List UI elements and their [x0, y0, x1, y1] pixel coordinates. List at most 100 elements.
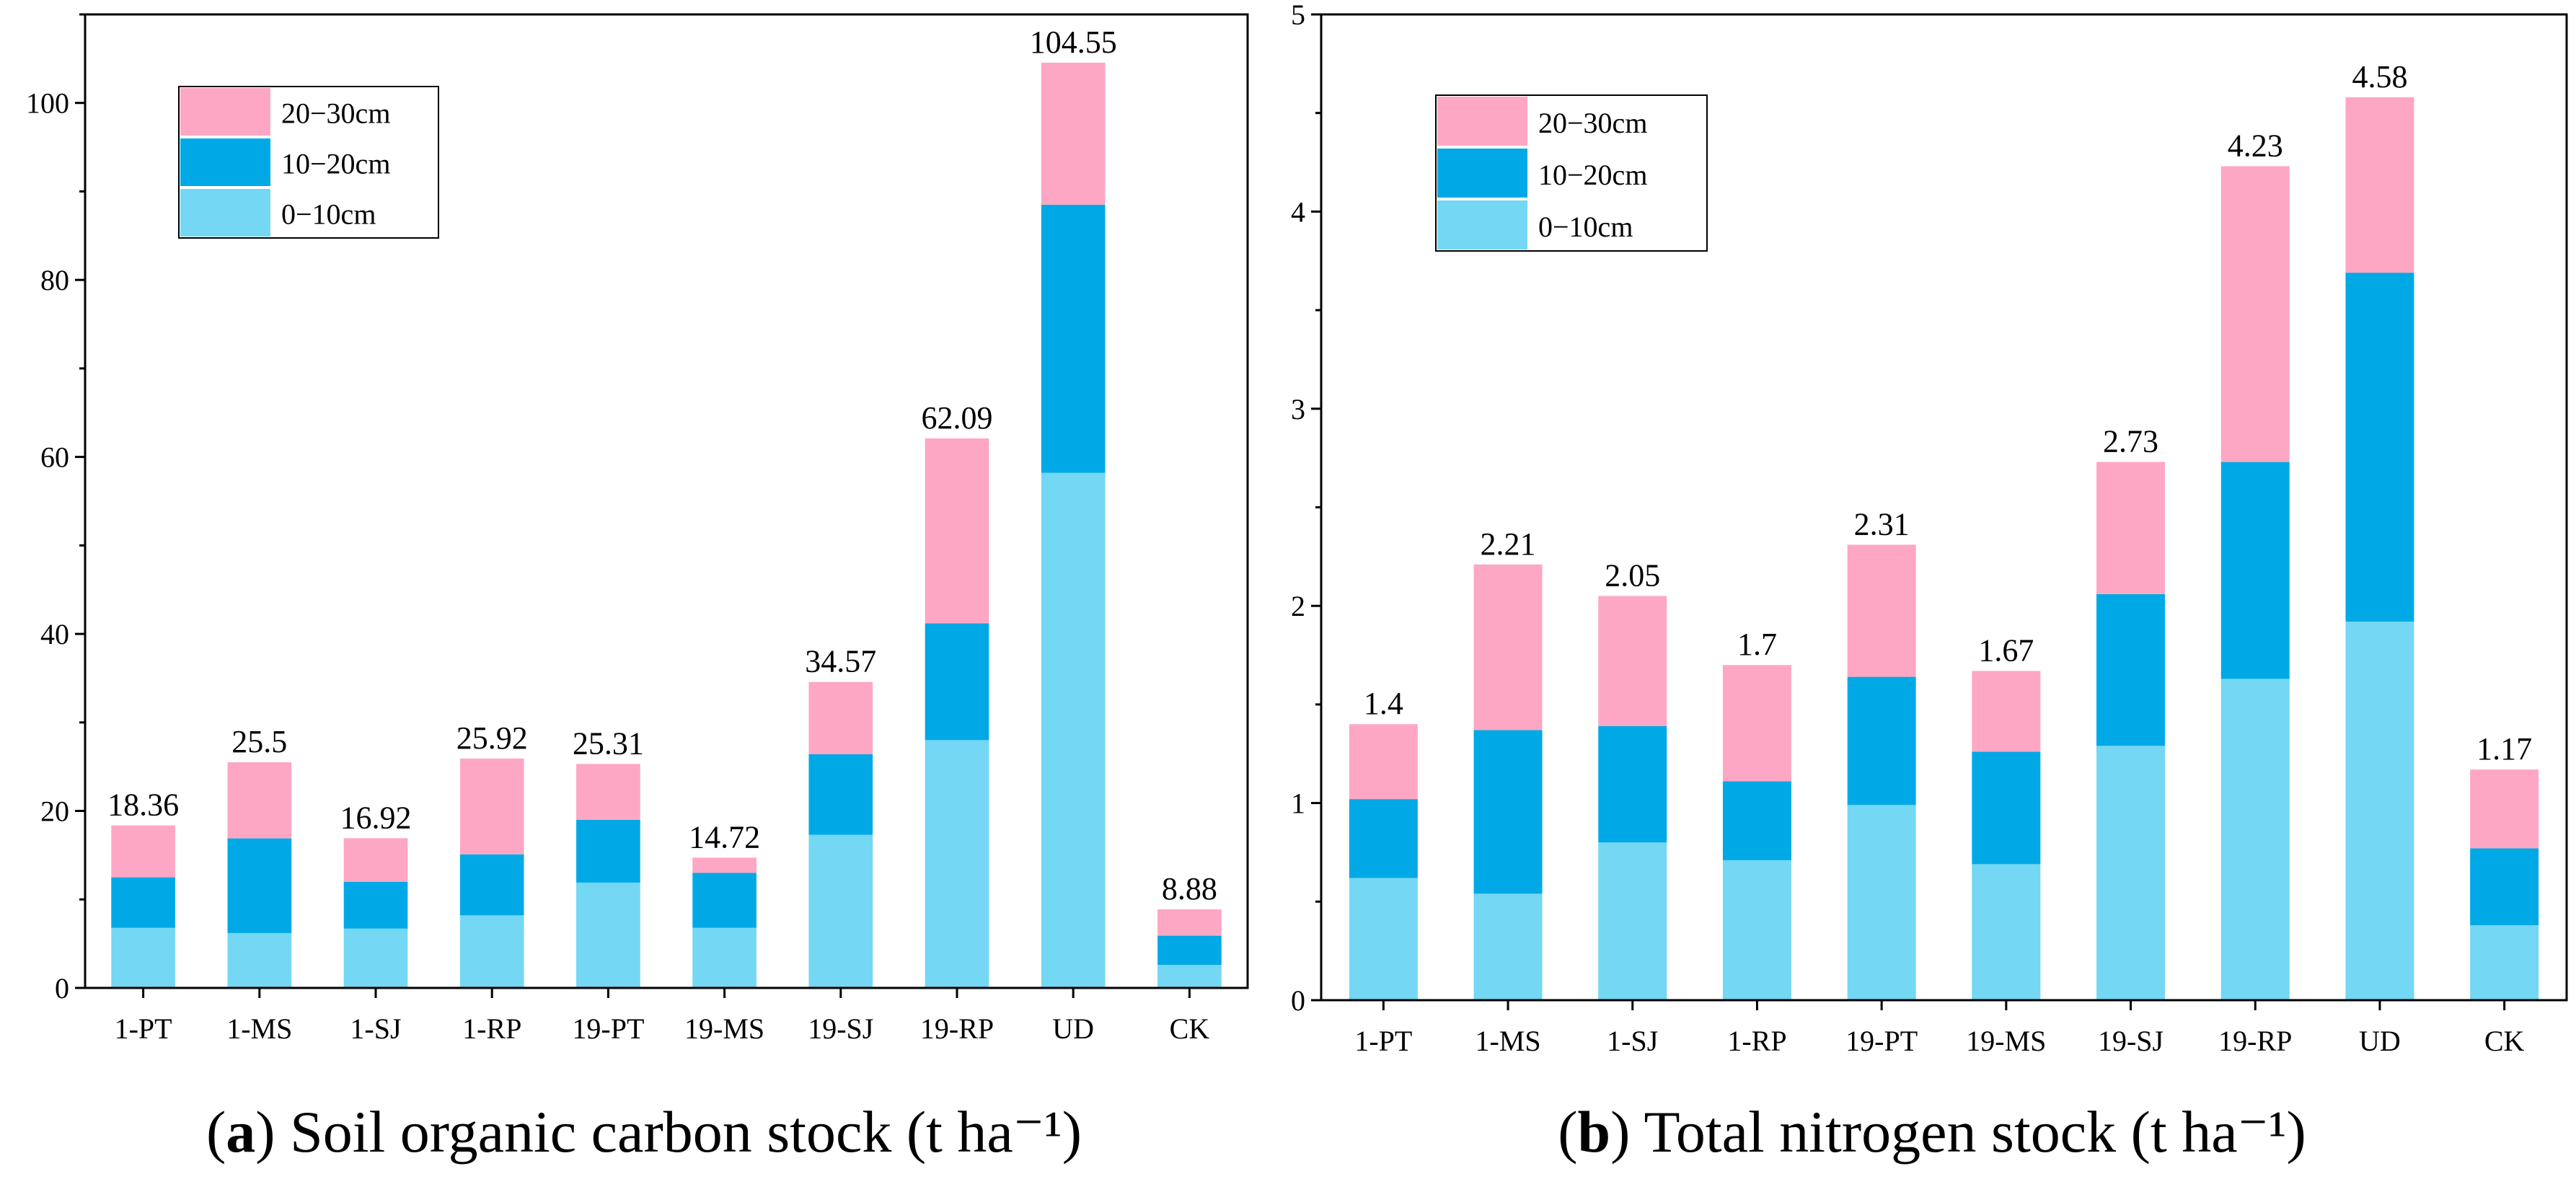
legend-swatch-b-20−30cm: [1437, 97, 1527, 146]
bar-b-1-RP-20−30cm: [1722, 665, 1791, 782]
bar-a-19-RP-10−20cm: [925, 623, 989, 741]
legend-label-b-10−20cm: 10−20cm: [1538, 159, 1647, 191]
total-label-b-CK: 1.17: [2476, 731, 2532, 767]
x-tick-label-b-1-SJ: 1-SJ: [1607, 1025, 1658, 1057]
bar-b-1-SJ-20−30cm: [1598, 596, 1667, 726]
total-label-b-UD: 4.58: [2352, 59, 2407, 94]
bar-a-CK-0−10cm: [1157, 965, 1222, 988]
y-tick-label-b-2: 2: [1291, 590, 1305, 622]
total-label-b-19-MS: 1.67: [1978, 632, 2034, 668]
x-tick-label-a-19-SJ: 19-SJ: [808, 1012, 873, 1045]
y-tick-label-b-0: 0: [1291, 984, 1305, 1017]
bar-b-19-PT-10−20cm: [1847, 676, 1916, 805]
y-tick-label-a-80: 80: [40, 264, 69, 296]
bar-b-19-PT-20−30cm: [1847, 544, 1916, 677]
total-label-a-1-SJ: 16.92: [340, 800, 412, 835]
bar-a-1-PT-20−30cm: [111, 825, 175, 878]
bar-a-19-PT-0−10cm: [576, 882, 640, 988]
bar-a-1-SJ-10−20cm: [343, 881, 408, 929]
y-tick-label-a-40: 40: [40, 618, 69, 650]
bar-b-19-RP-20−30cm: [2220, 166, 2290, 462]
bar-a-1-RP-20−30cm: [459, 758, 524, 855]
bar-a-19-PT-20−30cm: [576, 764, 640, 820]
y-tick-label-b-5: 5: [1291, 0, 1305, 31]
x-tick-label-b-1-PT: 1-PT: [1354, 1025, 1412, 1057]
bar-b-19-MS-20−30cm: [1972, 671, 2041, 752]
x-tick-label-b-1-MS: 1-MS: [1475, 1025, 1540, 1057]
total-label-a-1-RP: 25.92: [456, 720, 528, 756]
legend-label-b-20−30cm: 20−30cm: [1538, 107, 1647, 139]
bar-a-19-MS-0−10cm: [692, 927, 757, 988]
bar-a-19-MS-10−20cm: [692, 873, 757, 928]
total-label-a-1-PT: 18.36: [107, 787, 179, 823]
bar-a-19-SJ-0−10cm: [808, 834, 873, 988]
y-tick-label-b-3: 3: [1291, 393, 1305, 425]
bar-b-1-SJ-10−20cm: [1598, 725, 1667, 843]
legend-swatch-b-0−10cm: [1437, 200, 1527, 250]
bar-a-CK-20−30cm: [1157, 909, 1222, 936]
plot-frame-a: [84, 13, 1249, 989]
total-label-a-UD: 104.55: [1030, 25, 1117, 60]
legend-label-a-20−30cm: 20−30cm: [281, 97, 390, 129]
panel-b-total-nitrogen-chart: 1.4 1-PT 2.21 1-MS 2.05 1-SJ 1.7 1-RP 2.31 19-PT 1…: [1291, 0, 2568, 1057]
legend-label-a-0−10cm: 0−10cm: [281, 198, 376, 230]
x-tick-label-a-1-MS: 1-MS: [226, 1012, 292, 1045]
bar-b-1-SJ-0−10cm: [1598, 842, 1667, 1000]
legend-swatch-b-10−20cm: [1437, 149, 1527, 198]
x-tick-label-a-UD: UD: [1052, 1012, 1094, 1045]
y-tick-label-b-4: 4: [1291, 195, 1305, 228]
bar-b-1-PT-20−30cm: [1349, 724, 1418, 800]
x-tick-label-b-CK: CK: [2484, 1025, 2525, 1057]
total-label-b-19-SJ: 2.73: [2103, 424, 2158, 459]
bar-a-19-SJ-10−20cm: [808, 754, 873, 835]
total-label-b-1-PT: 1.4: [1364, 686, 1403, 721]
legend-swatch-a-20−30cm: [180, 88, 270, 136]
y-tick-label-a-20: 20: [40, 795, 69, 828]
bar-b-1-RP-0−10cm: [1722, 860, 1791, 1000]
total-label-b-19-PT: 2.31: [1854, 506, 1910, 542]
x-tick-label-b-19-MS: 19-MS: [1966, 1025, 2046, 1057]
bar-a-CK-10−20cm: [1157, 935, 1222, 966]
x-tick-label-b-19-SJ: 19-SJ: [2098, 1025, 2163, 1057]
legend-swatch-a-10−20cm: [180, 138, 270, 186]
caption-a-letter: a: [226, 1099, 256, 1165]
legend-label-b-0−10cm: 0−10cm: [1538, 211, 1633, 243]
total-label-a-1-MS: 25.5: [231, 724, 287, 759]
total-label-a-19-PT: 25.31: [573, 725, 644, 761]
bar-b-1-RP-10−20cm: [1722, 781, 1791, 860]
bar-b-1-MS-20−30cm: [1473, 564, 1543, 730]
legend-swatch-a-0−10cm: [180, 189, 270, 237]
x-tick-label-b-UD: UD: [2359, 1025, 2401, 1057]
bar-a-1-RP-0−10cm: [459, 915, 524, 988]
bar-a-19-RP-20−30cm: [925, 438, 989, 624]
bar-b-19-SJ-0−10cm: [2096, 746, 2166, 1000]
bar-a-UD-10−20cm: [1041, 204, 1106, 473]
caption-a-text: Soil organic carbon stock (t ha⁻¹): [290, 1099, 1082, 1165]
x-tick-label-a-19-RP: 19-RP: [920, 1012, 994, 1045]
y-tick-label-a-0: 0: [55, 972, 69, 1005]
total-label-a-19-RP: 62.09: [922, 400, 993, 436]
bar-b-CK-0−10cm: [2470, 925, 2539, 1000]
y-tick-label-a-60: 60: [40, 441, 69, 474]
bar-a-1-MS-0−10cm: [227, 932, 292, 988]
x-tick-label-b-1-RP: 1-RP: [1727, 1025, 1786, 1057]
x-tick-label-b-19-RP: 19-RP: [2218, 1025, 2292, 1057]
bar-b-19-RP-0−10cm: [2220, 679, 2290, 1000]
bar-b-1-MS-10−20cm: [1473, 730, 1543, 894]
panel-a-soil-organic-carbon-chart: 18.36 1-PT 25.5 1-MS 16.92 1-SJ 25.92 1-RP 25.31…: [26, 13, 1249, 1045]
total-label-b-1-SJ: 2.05: [1605, 558, 1660, 593]
bar-b-19-PT-0−10cm: [1847, 805, 1916, 1000]
plot-frame-b: [1320, 13, 2568, 1002]
bar-b-19-SJ-20−30cm: [2096, 462, 2166, 594]
bar-b-19-SJ-10−20cm: [2096, 593, 2166, 746]
bar-a-1-SJ-20−30cm: [343, 838, 408, 882]
caption-a: (a) Soil organic carbon stock (t ha⁻¹): [206, 1099, 1082, 1165]
bar-a-1-MS-10−20cm: [227, 838, 292, 933]
total-label-b-1-RP: 1.7: [1737, 627, 1777, 662]
x-tick-label-b-19-PT: 19-PT: [1845, 1025, 1918, 1057]
bar-b-1-PT-10−20cm: [1349, 799, 1418, 878]
bar-a-1-RP-10−20cm: [459, 854, 524, 916]
total-label-b-19-RP: 4.23: [2228, 128, 2283, 164]
bar-b-UD-0−10cm: [2345, 622, 2414, 1000]
